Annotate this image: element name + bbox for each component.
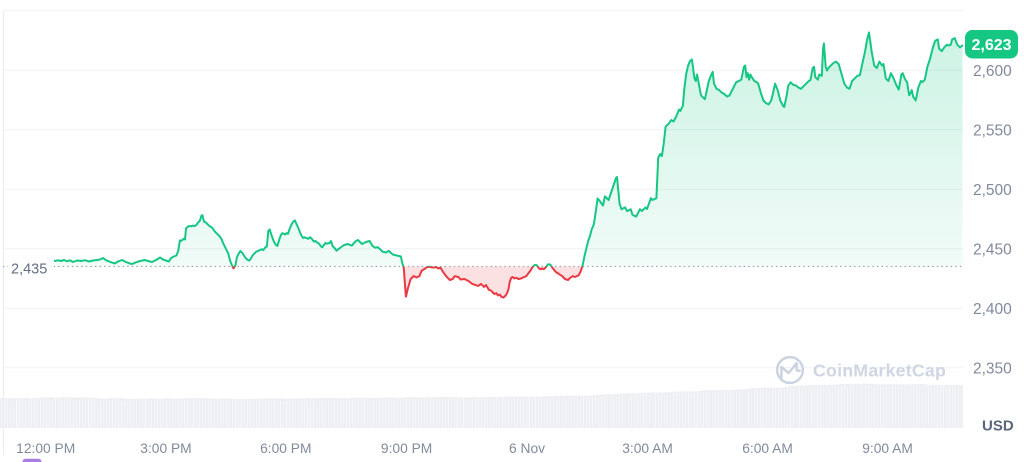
svg-text:CoinMarketCap: CoinMarketCap: [813, 361, 946, 381]
svg-text:2,550: 2,550: [973, 122, 1012, 139]
svg-text:3:00 PM: 3:00 PM: [140, 441, 191, 456]
svg-text:6 Nov: 6 Nov: [509, 441, 545, 456]
svg-text:6:00 AM: 6:00 AM: [742, 441, 793, 456]
svg-text:2,600: 2,600: [973, 63, 1012, 80]
svg-text:2,400: 2,400: [973, 301, 1012, 318]
svg-text:9:00 PM: 9:00 PM: [381, 441, 432, 456]
svg-text:6:00 PM: 6:00 PM: [260, 441, 311, 456]
svg-text:2,450: 2,450: [973, 241, 1012, 258]
svg-text:USD: USD: [982, 418, 1014, 435]
svg-text:2,350: 2,350: [973, 360, 1012, 377]
svg-text:12:00 PM: 12:00 PM: [16, 441, 75, 456]
svg-text:2,435: 2,435: [11, 262, 47, 278]
svg-text:2,500: 2,500: [973, 182, 1012, 199]
svg-text:2,623: 2,623: [971, 37, 1011, 54]
svg-text:9:00 AM: 9:00 AM: [862, 441, 913, 456]
svg-text:3:00 AM: 3:00 AM: [622, 441, 673, 456]
